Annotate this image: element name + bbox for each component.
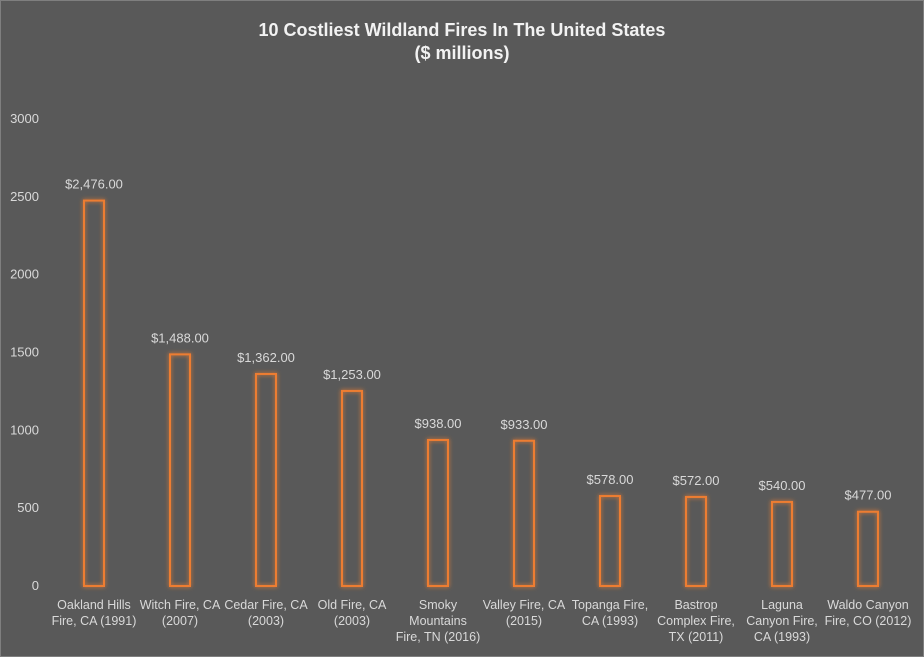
data-label: $1,362.00 <box>237 350 295 365</box>
data-labels: $2,476.00 $1,488.00 $1,362.00 $1,253.00 $938… <box>65 177 891 503</box>
data-label: $1,488.00 <box>151 330 209 345</box>
bar <box>169 353 191 588</box>
bar <box>599 495 621 587</box>
bar <box>83 199 105 587</box>
x-tick-label: Smoky Mountains Fire, TN (2016) <box>396 598 481 644</box>
y-tick-label: 3000 <box>10 111 39 126</box>
y-tick-label: 1500 <box>10 345 39 360</box>
data-label: $578.00 <box>587 472 634 487</box>
y-axis: 0 500 1000 1500 2000 2500 3000 <box>10 111 39 593</box>
chart-title-block: 10 Costliest Wildland Fires In The Unite… <box>1 19 923 65</box>
x-tick-label: Witch Fire, CA (2007) <box>140 598 221 628</box>
x-tick-label: Waldo Canyon Fire, CO (2012) <box>825 598 912 628</box>
x-tick-label: Cedar Fire, CA (2003) <box>224 598 308 628</box>
y-tick-label: 0 <box>32 578 39 593</box>
data-label: $938.00 <box>415 416 462 431</box>
bar <box>857 510 879 588</box>
y-tick-label: 1000 <box>10 422 39 437</box>
bar <box>427 438 449 588</box>
bar <box>685 495 707 588</box>
bar <box>513 439 535 587</box>
data-label: $1,253.00 <box>323 367 381 382</box>
bar <box>771 500 793 587</box>
data-label: $572.00 <box>673 473 720 488</box>
data-label: $2,476.00 <box>65 177 123 192</box>
bar <box>255 372 277 587</box>
x-tick-label: Valley Fire, CA (2015) <box>483 598 566 628</box>
x-axis: Oakland Hills Fire, CA (1991)Witch Fire, … <box>52 598 912 644</box>
x-tick-label: Old Fire, CA (2003) <box>318 598 387 628</box>
bar <box>341 389 363 588</box>
data-label: $933.00 <box>501 417 548 432</box>
data-label: $540.00 <box>759 478 806 493</box>
y-tick-label: 2000 <box>10 267 39 282</box>
x-tick-label: Oakland Hills Fire, CA (1991) <box>52 598 137 628</box>
y-tick-label: 500 <box>17 500 39 515</box>
y-tick-label: 2500 <box>10 189 39 204</box>
x-tick-label: Topanga Fire, CA (1993) <box>572 598 648 628</box>
chart-subtitle: ($ millions) <box>414 43 510 63</box>
chart-title: 10 Costliest Wildland Fires In The Unite… <box>258 20 666 40</box>
x-tick-label: Laguna Canyon Fire, CA (1993) <box>746 598 818 644</box>
x-tick-label: Bastrop Complex Fire, TX (2011) <box>657 598 735 644</box>
bars <box>83 199 879 588</box>
data-label: $477.00 <box>845 488 892 503</box>
